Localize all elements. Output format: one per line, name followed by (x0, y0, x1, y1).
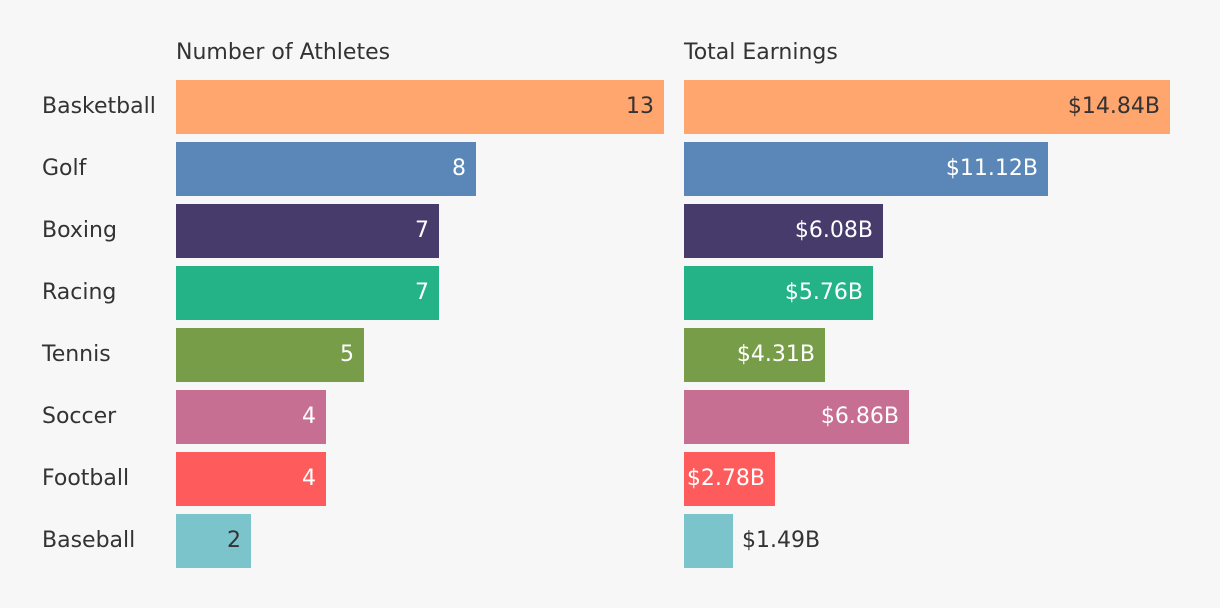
earnings-value-label-tennis: $4.31B (736, 342, 815, 367)
category-label-racing: Racing (42, 280, 117, 305)
athletes-panel-title: Number of Athletes (176, 40, 391, 65)
athletes-value-label-boxing: 7 (415, 218, 429, 243)
athletes-bar-golf (176, 142, 476, 196)
athletes-value-label-racing: 7 (415, 280, 429, 305)
earnings-bar-soccer (684, 390, 909, 444)
earnings-bar-baseball (684, 514, 733, 568)
athletes-value-label-tennis: 5 (340, 342, 354, 367)
category-label-boxing: Boxing (42, 218, 117, 243)
earnings-bar-golf (684, 142, 1048, 196)
earnings-bar-basketball (684, 80, 1170, 134)
earnings-value-label-golf: $11.12B (945, 156, 1038, 181)
earnings-value-label-boxing: $6.08B (794, 218, 873, 243)
earnings-panel-title: Total Earnings (684, 40, 838, 65)
earnings-value-label-basketball: $14.84B (1067, 94, 1160, 119)
earnings-bar-tennis (684, 328, 825, 382)
earnings-value-label-baseball: $1.49B (742, 528, 821, 553)
earnings-value-label-racing: $5.76B (784, 280, 863, 305)
athletes-value-label-golf: 8 (452, 156, 466, 181)
category-label-soccer: Soccer (42, 404, 117, 429)
category-label-basketball: Basketball (42, 94, 156, 119)
earnings-bar-boxing (684, 204, 883, 258)
category-label-baseball: Baseball (42, 528, 136, 553)
athletes-value-label-basketball: 13 (626, 94, 654, 119)
athletes-bar-soccer (176, 390, 326, 444)
athletes-bar-boxing (176, 204, 439, 258)
earnings-bar-football (684, 452, 775, 506)
athletes-bar-basketball (176, 80, 664, 134)
athletes-value-label-soccer: 4 (302, 404, 316, 429)
athletes-value-label-baseball: 2 (227, 528, 241, 553)
athletes-bar-racing (176, 266, 439, 320)
category-label-golf: Golf (42, 156, 87, 181)
earnings-bar-racing (684, 266, 873, 320)
category-label-football: Football (42, 466, 130, 491)
athletes-bar-football (176, 452, 326, 506)
athletes-bar-tennis (176, 328, 364, 382)
earnings-value-label-soccer: $6.86B (820, 404, 899, 429)
athletes-bar-baseball (176, 514, 251, 568)
category-label-tennis: Tennis (42, 342, 111, 367)
earnings-value-label-football: $2.78B (686, 466, 765, 491)
athletes-value-label-football: 4 (302, 466, 316, 491)
